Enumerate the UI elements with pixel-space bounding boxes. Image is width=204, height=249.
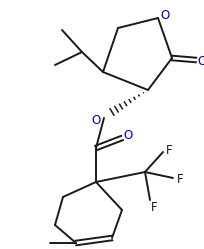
Text: F: F <box>151 200 157 213</box>
Text: F: F <box>166 143 172 157</box>
Text: O: O <box>123 128 133 141</box>
Text: O: O <box>160 8 170 21</box>
Text: O: O <box>91 114 101 126</box>
Text: F: F <box>177 173 183 186</box>
Text: O: O <box>197 55 204 67</box>
